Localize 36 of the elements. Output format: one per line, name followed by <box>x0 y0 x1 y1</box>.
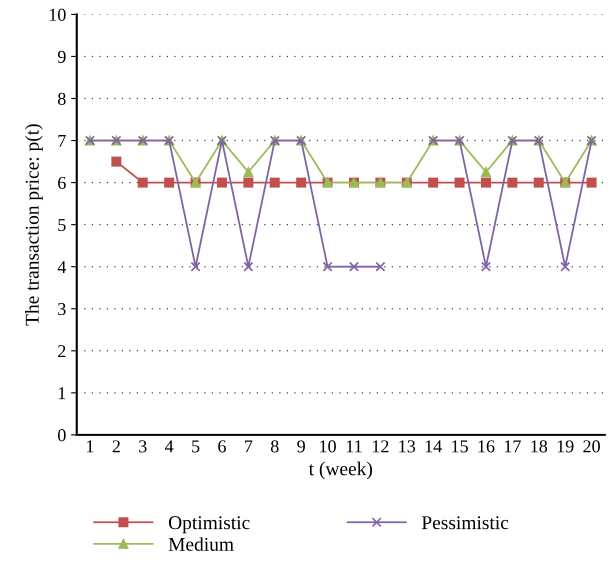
y-tick-label: 10 <box>50 8 66 21</box>
x-tick-label: 12 <box>372 440 388 452</box>
x-tick-label: 3 <box>139 440 147 452</box>
legend-label: Optimistic <box>168 516 250 534</box>
x-tick-label: 10 <box>320 440 336 452</box>
x-axis-title: t (week) <box>308 462 372 480</box>
y-tick-label: 1 <box>58 387 66 400</box>
y-tick-label: 0 <box>58 429 66 442</box>
y-tick-label: 9 <box>58 50 66 63</box>
y-tick-label: 4 <box>58 261 66 273</box>
x-tick-label: 20 <box>583 440 600 452</box>
x-tick-label: 4 <box>164 440 174 452</box>
y-tick-label: 8 <box>58 92 66 105</box>
legend-label: Medium <box>168 537 234 551</box>
y-tick-label: 3 <box>58 303 66 316</box>
x-tick-label: 2 <box>112 440 120 452</box>
x-tick-label: 5 <box>192 440 200 452</box>
x-tick-label: 19 <box>558 440 574 452</box>
y-tick-label: 7 <box>58 134 66 147</box>
y-tick-label: 2 <box>58 345 66 358</box>
y-axis-title: The transaction price: p(t) <box>25 124 43 326</box>
x-tick-label: 9 <box>297 440 305 452</box>
y-tick-label: 6 <box>58 176 66 190</box>
x-tick-label: 17 <box>504 440 521 452</box>
x-tick-label: 15 <box>452 440 468 452</box>
x-tick-label: 18 <box>531 440 548 452</box>
x-tick-label: 6 <box>218 440 226 452</box>
y-tick-label: 5 <box>58 219 66 232</box>
x-tick-label: 13 <box>399 440 416 452</box>
x-tick-label: 16 <box>478 440 494 452</box>
x-tick-label: 14 <box>426 440 442 452</box>
legend-label: Pessimistic <box>422 516 508 530</box>
x-tick-label: 11 <box>346 440 362 452</box>
x-tick-label: 7 <box>245 440 252 452</box>
x-tick-label: 1 <box>87 440 94 452</box>
x-tick-label: 8 <box>270 440 279 452</box>
